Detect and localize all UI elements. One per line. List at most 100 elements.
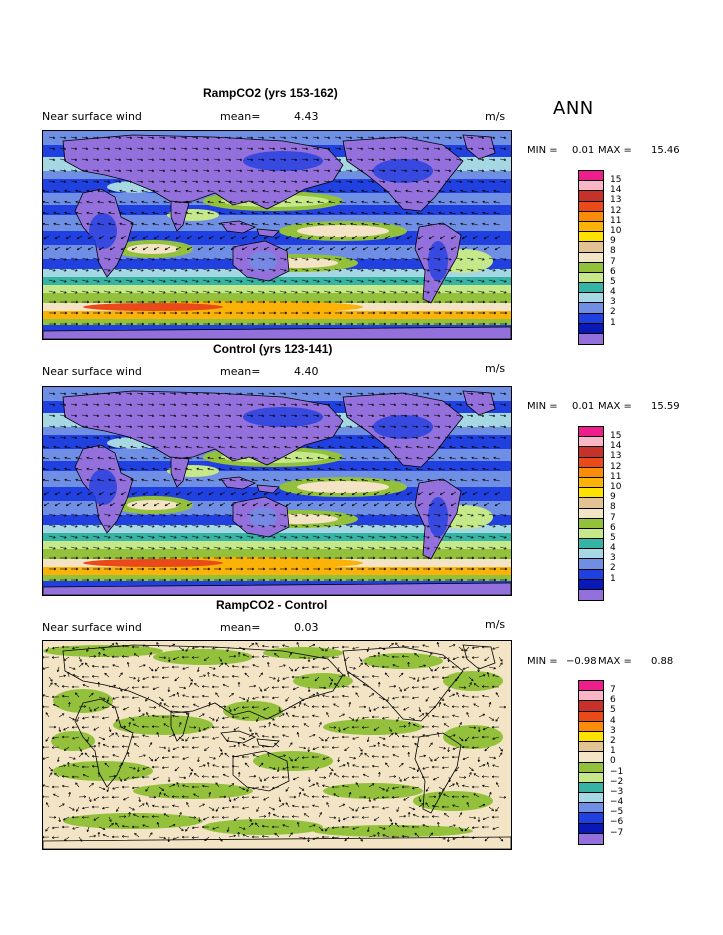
max-label: MAX = — [598, 656, 632, 667]
colorbar-swatch — [579, 793, 603, 804]
colorbar-labels: 15 14 13 12 11 10 9 8 7 6 5 4 3 2 1 — [610, 431, 621, 584]
colorbar-tick-label: −5 — [610, 807, 624, 818]
colorbar-tick-label: 9 — [610, 492, 616, 503]
colorbar-swatch — [579, 252, 603, 263]
colorbar-swatch — [579, 508, 603, 519]
colorbar-swatch — [579, 691, 603, 702]
colorbar-swatch — [579, 559, 603, 570]
colorbar-tick-label: 3 — [610, 725, 616, 736]
colorbar-tick-label: 2 — [610, 735, 616, 746]
colorbar-tick-label: 3 — [610, 553, 616, 564]
colorbar-tick-label: 14 — [610, 441, 622, 452]
colorbar-swatch — [579, 437, 603, 448]
colorbar-swatch — [579, 681, 603, 692]
colorbar-tick-label: −2 — [610, 776, 624, 787]
colorbar-swatch — [579, 772, 603, 783]
panel-title: Control (yrs 123-141) — [213, 342, 333, 356]
colorbar-tick-label: 13 — [610, 195, 622, 206]
colorbar-swatch — [579, 171, 603, 182]
colorbar-swatch — [579, 498, 603, 509]
colorbar-swatch — [579, 283, 603, 294]
min-value: −0.98 — [566, 656, 597, 667]
colorbar-swatch — [579, 518, 603, 529]
colorbar-tick-label: −6 — [610, 817, 624, 828]
colorbar-tick-label: 11 — [610, 215, 622, 226]
colorbar-swatch — [579, 569, 603, 580]
colorbar-tick-label: −7 — [610, 827, 624, 838]
colorbar-tick-label: 2 — [610, 563, 616, 574]
min-label: MIN = — [527, 401, 558, 412]
max-label: MAX = — [598, 401, 632, 412]
colorbar-swatch — [579, 711, 603, 722]
colorbar-tick-label: −3 — [610, 786, 624, 797]
colorbar-swatch — [579, 323, 603, 334]
colorbar-swatch — [579, 590, 603, 601]
units-label: m/s — [485, 110, 506, 123]
colorbar-swatch — [579, 447, 603, 458]
colorbar-swatch — [579, 539, 603, 550]
max-value: 15.46 — [651, 145, 680, 156]
colorbar-swatch — [579, 262, 603, 273]
colorbar-tick-label: 7 — [610, 685, 616, 695]
colorbar-tick-label: 14 — [610, 185, 622, 196]
colorbar-swatch — [579, 232, 603, 243]
colorbar-swatch — [579, 201, 603, 212]
colorbar-swatch — [579, 549, 603, 560]
colorbar-tick-label: 6 — [610, 695, 616, 706]
colorbar-swatch — [579, 334, 603, 345]
colorbar-swatch — [579, 721, 603, 732]
mean-value: 4.40 — [294, 365, 319, 378]
panel-title: RampCO2 (yrs 153-162) — [203, 86, 338, 100]
colorbar-swatch — [579, 477, 603, 489]
colorbar-tick-label: 7 — [610, 256, 616, 267]
colorbar-tick-label: 2 — [610, 307, 616, 318]
mean-label: mean= — [220, 110, 261, 123]
colorbar-tick-label: 7 — [610, 512, 616, 523]
colorbar-swatch — [579, 762, 603, 773]
min-value: 0.01 — [572, 401, 595, 412]
colorbar-swatch — [579, 813, 603, 824]
colorbar-tick-label: 6 — [610, 266, 616, 277]
colorbar-swatch — [579, 293, 603, 304]
min-label: MIN = — [527, 656, 558, 667]
colorbar — [578, 170, 604, 346]
min-label: MIN = — [527, 145, 558, 156]
colorbar — [578, 426, 604, 602]
colorbar-swatch — [579, 427, 603, 438]
colorbar-tick-label: 4 — [610, 287, 616, 298]
colorbar-tick-label: 8 — [610, 246, 616, 257]
colorbar-tick-label: 5 — [610, 276, 616, 287]
colorbar-tick-label: 1 — [610, 746, 616, 757]
colorbar-tick-label: 4 — [610, 715, 616, 726]
colorbar-tick-label: 9 — [610, 236, 616, 247]
mean-value: 0.03 — [294, 621, 319, 634]
panel-title: RampCO2 - Control — [216, 598, 328, 612]
variable-label: Near surface wind — [42, 621, 142, 634]
variable-label: Near surface wind — [42, 110, 142, 123]
colorbar-swatch — [579, 221, 603, 233]
colorbar-tick-label: 4 — [610, 543, 616, 554]
colorbar-swatch — [579, 242, 603, 253]
wind-map-canvas — [43, 641, 511, 849]
colorbar-swatch — [579, 272, 603, 284]
colorbar-tick-label: 3 — [610, 297, 616, 308]
mean-value: 4.43 — [294, 110, 319, 123]
colorbar-tick-label: 6 — [610, 522, 616, 533]
colorbar-tick-label: −1 — [610, 766, 624, 777]
colorbar-swatch — [579, 579, 603, 590]
colorbar-tick-label: 5 — [610, 705, 616, 716]
variable-label: Near surface wind — [42, 365, 142, 378]
colorbar-tick-label: 10 — [610, 225, 622, 236]
colorbar-swatch — [579, 752, 603, 763]
wind-map — [42, 386, 512, 596]
units-label: m/s — [485, 362, 506, 375]
max-value: 0.88 — [651, 656, 674, 667]
colorbar-swatch — [579, 181, 603, 192]
colorbar-tick-label: 8 — [610, 502, 616, 513]
colorbar-tick-label: 15 — [610, 431, 622, 441]
colorbar-swatch — [579, 303, 603, 314]
colorbar — [578, 680, 604, 845]
colorbar-tick-label: 11 — [610, 471, 622, 482]
colorbar-swatch — [579, 528, 603, 540]
colorbar-tick-label: 15 — [610, 175, 622, 185]
